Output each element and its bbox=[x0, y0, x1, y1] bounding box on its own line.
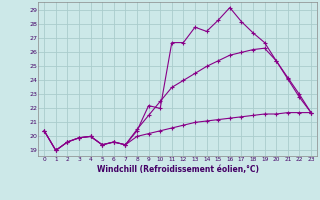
X-axis label: Windchill (Refroidissement éolien,°C): Windchill (Refroidissement éolien,°C) bbox=[97, 165, 259, 174]
